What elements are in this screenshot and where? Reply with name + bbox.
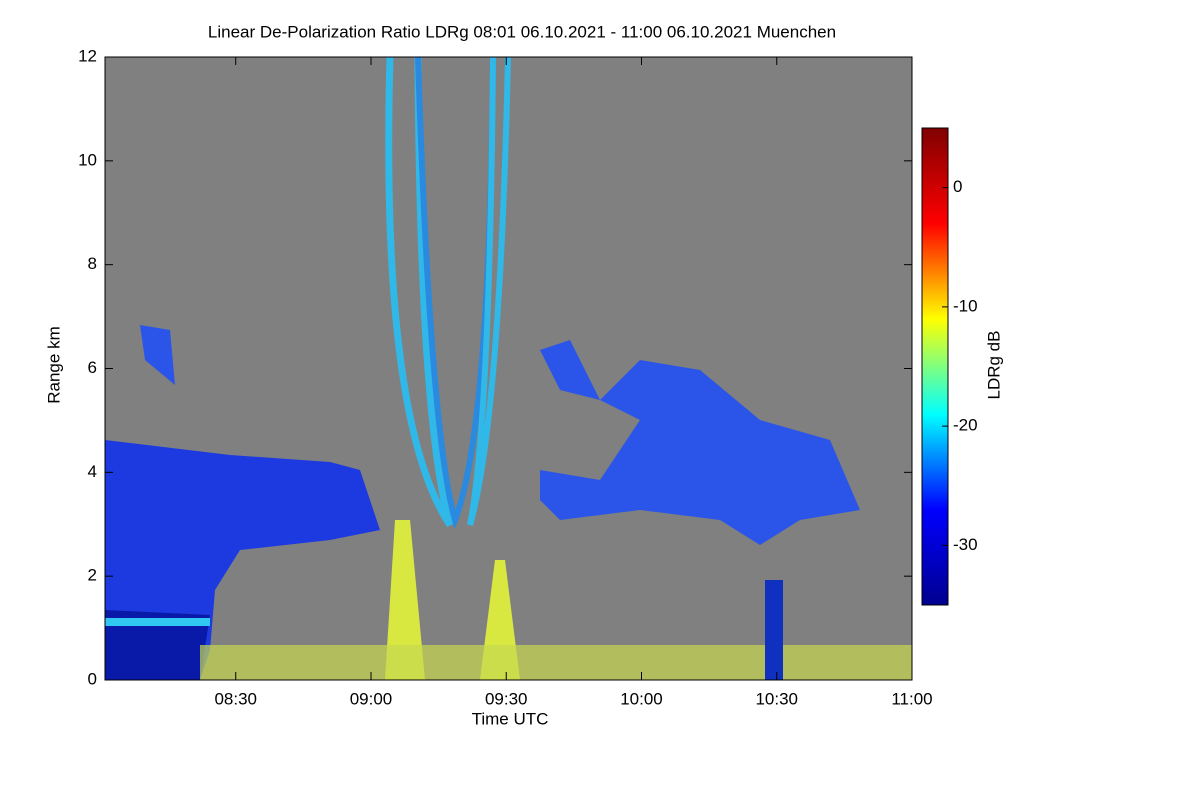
y-tick-label: 2 [88, 566, 97, 585]
echo-layer [105, 610, 210, 680]
echo-layer [765, 580, 783, 680]
y-tick-label: 8 [88, 254, 97, 273]
y-tick-label: 10 [78, 150, 97, 169]
echo-layer [140, 325, 175, 385]
precip-streak [385, 520, 425, 680]
echo-layer [105, 618, 210, 626]
x-axis-label: Time UTC [472, 709, 549, 728]
fall-streak [467, 57, 511, 526]
echo-features [105, 57, 912, 680]
colorbar-tick-label: 0 [953, 177, 962, 196]
x-tick-label: 10:30 [755, 689, 798, 708]
x-tick-label: 08:30 [214, 689, 257, 708]
y-axis-label: Range km [44, 326, 63, 403]
colorbar [921, 127, 949, 606]
y-tick-label: 4 [88, 462, 97, 481]
fall-streak [385, 57, 454, 527]
colorbar-tick-label: -30 [953, 535, 978, 554]
echo-layer [540, 340, 600, 400]
y-tick-label: 12 [78, 46, 97, 65]
y-tick-label: 0 [88, 669, 97, 688]
x-tick-label: 09:00 [350, 689, 393, 708]
colorbar-tick-label: -20 [953, 416, 978, 435]
y-tick-label: 6 [88, 358, 97, 377]
plot-background [105, 57, 912, 680]
x-tick-label: 10:00 [620, 689, 663, 708]
surface-layer [200, 645, 912, 680]
x-tick-label: 11:00 [891, 689, 932, 708]
echo-layer [540, 360, 860, 545]
colorbar-label: LDRg dB [984, 331, 1003, 400]
chart-title: Linear De-Polarization Ratio LDRg 08:01 … [208, 22, 836, 41]
colorbar-tick-label: -10 [953, 296, 978, 315]
x-tick-label: 09:30 [485, 689, 528, 708]
